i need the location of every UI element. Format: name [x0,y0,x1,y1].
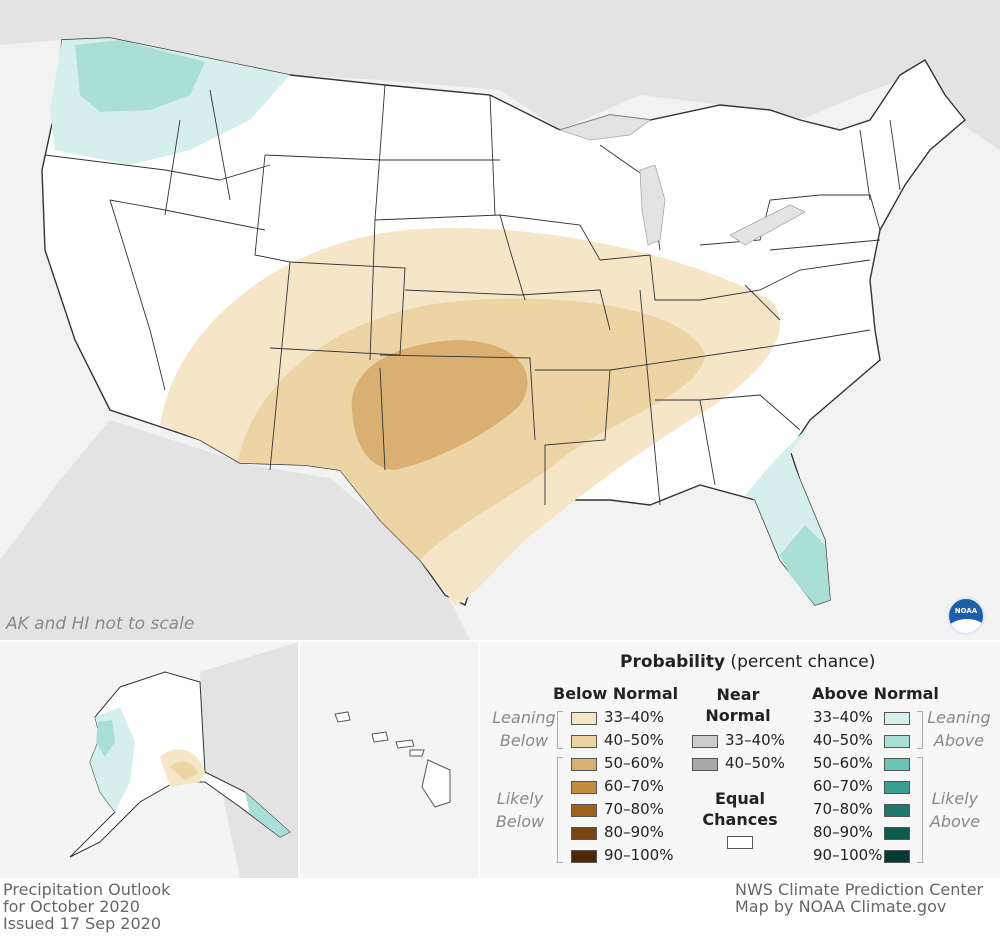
below-normal-swatch [571,827,597,840]
above-normal-label: 90–100% [813,846,883,864]
above-normal-swatch [884,712,910,725]
below-normal-swatch [571,781,597,794]
lake-michigan [639,164,666,246]
above-normal-label: 33–40% [813,708,873,726]
likely-above-line2: Above [929,812,981,831]
above-normal-swatch [884,804,910,817]
credit-line2: Map by NOAA Climate.gov [735,897,947,916]
leaning-below-bracket [557,711,563,749]
near-normal-header: Near Normal [700,684,776,726]
near-normal-line2: Normal [705,706,771,725]
legend-title-bold: Probability [620,652,726,672]
near-normal-swatch [692,735,718,748]
legend-title: Probability (percent chance) [620,652,875,672]
caption-line1: Precipitation Outlook [3,880,171,899]
contiguous-us-map [0,0,1000,640]
below-normal-label: 60–70% [604,777,664,795]
above-normal-label: 40–50% [813,731,873,749]
us-outlook-svg [0,0,1000,640]
near-normal-line1: Near [716,685,760,704]
outlook-caption: Precipitation Outlook for October 2020 I… [3,881,170,932]
hawaii-inset [300,642,478,878]
leaning-below-line1: Leaning [492,708,556,727]
alaska-above-40-50-southeast [245,792,290,837]
below-normal-swatch [571,735,597,748]
noaa-logo-text: NOAA [954,607,978,615]
inset-scale-note: AK and HI not to scale [6,614,195,634]
leaning-above-bracket [917,711,923,749]
below-normal-label: 50–60% [604,754,664,772]
below-normal-label: 90–100% [604,846,674,864]
likely-below-bracket [557,757,563,863]
below-normal-label: 70–80% [604,800,664,818]
above-normal-label: 80–90% [813,823,873,841]
below-normal-swatch [571,758,597,771]
above-normal-label: 70–80% [813,800,873,818]
equal-chances-line1: Equal [714,789,766,808]
leaning-below-line2: Below [499,731,549,750]
likely-above-label: Likely Above [922,787,988,833]
mexico-landmass [0,420,470,640]
lake-superior [558,114,652,141]
likely-below-line2: Below [495,812,545,831]
caption-line2: for October 2020 [3,897,140,916]
above-normal-swatch [884,781,910,794]
alaska-above-40-50-west [96,720,115,757]
below-normal-header: Below Normal [553,684,679,703]
hawaii-svg [334,711,451,808]
above-normal-swatch [884,758,910,771]
above-normal-swatch [884,827,910,840]
above-normal-header: Above Normal [812,684,939,703]
near-normal-swatch [692,758,718,771]
above-normal-label: 60–70% [813,777,873,795]
below-normal-swatch [571,804,597,817]
equal-chances-header: Equal Chances [700,788,780,830]
caption-line3: Issued 17 Sep 2020 [3,914,162,933]
likely-above-bracket [917,757,923,863]
above-normal-swatch [884,850,910,863]
lake-erie [729,204,806,246]
likely-below-line1: Likely [496,789,544,808]
below-normal-swatch [571,712,597,725]
below-normal-label: 40–50% [604,731,664,749]
above-normal-40-50-northwest [75,40,205,112]
above-normal-swatch [884,735,910,748]
leaning-above-line1: Leaning [927,708,991,727]
noaa-logo-wave [949,619,983,633]
legend-title-rest: (percent chance) [725,652,876,672]
below-normal-label: 33–40% [604,708,664,726]
below-normal-label: 80–90% [604,823,664,841]
leaning-above-label: Leaning Above [922,706,996,752]
likely-below-label: Likely Below [484,787,556,833]
canada-landmass [0,0,1000,150]
above-normal-label: 50–60% [813,754,873,772]
above-normal-40-50-florida [780,525,830,605]
alaska-inset [0,642,298,878]
alaska-svg [69,642,298,878]
leaning-above-line2: Above [933,731,985,750]
noaa-logo: NOAA [947,597,985,635]
canada-in-alaska-inset [200,642,298,878]
leaning-below-label: Leaning Below [484,706,564,752]
credit-line1: NWS Climate Prediction Center [735,880,984,899]
likely-above-line1: Likely [931,789,979,808]
below-normal-swatch [571,850,597,863]
near-normal-label: 40–50% [725,754,785,772]
below-normal-50-60-region [351,340,528,470]
near-normal-label: 33–40% [725,731,785,749]
alaska-below-40-50-south [170,761,198,780]
hawaii-islands [334,711,451,808]
equal-chances-swatch [727,836,753,849]
credit-caption: NWS Climate Prediction Center Map by NOA… [735,881,983,915]
equal-chances-line2: Chances [702,810,778,829]
